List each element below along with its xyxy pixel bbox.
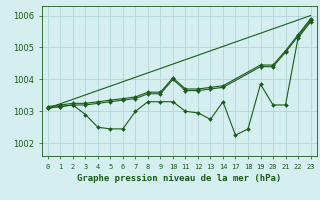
X-axis label: Graphe pression niveau de la mer (hPa): Graphe pression niveau de la mer (hPa)	[77, 174, 281, 183]
